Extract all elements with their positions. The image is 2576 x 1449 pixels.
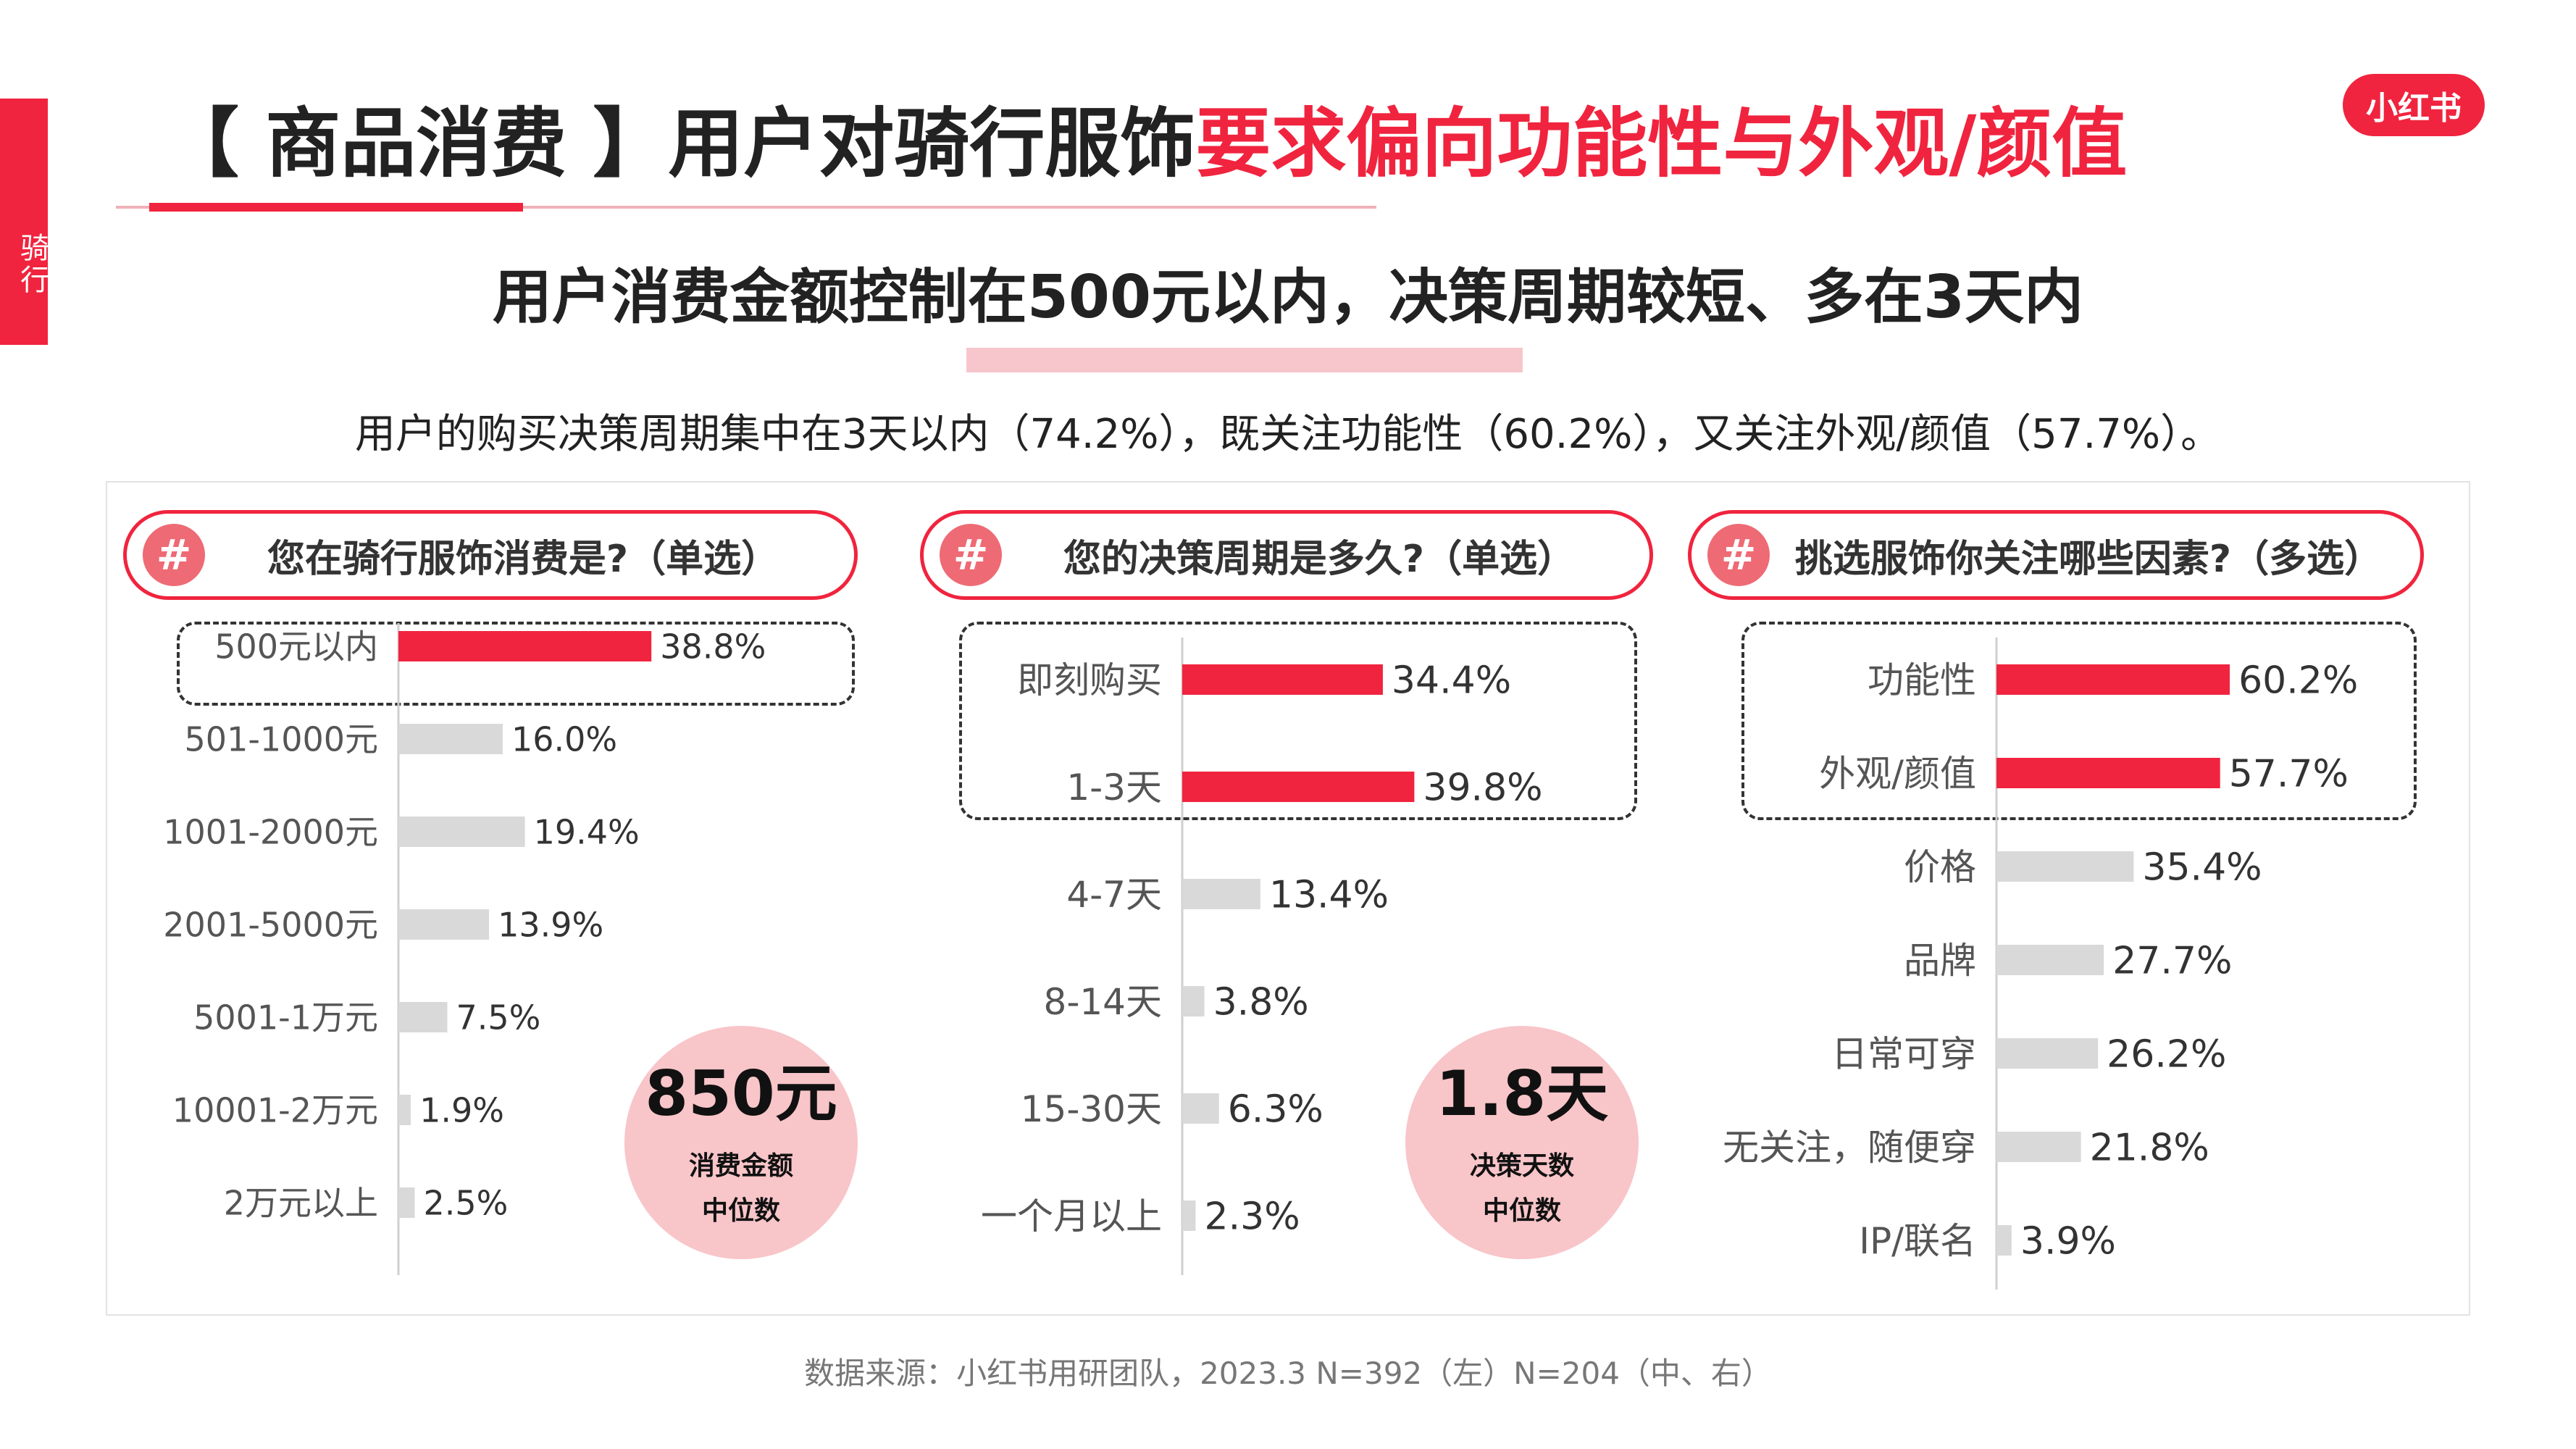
page-title-main: 【 商品消费 】用户对骑行服饰: [164, 99, 1196, 188]
value-label-factors-5: 21.8%: [2090, 1127, 2209, 1170]
value-label-decision-5: 2.3%: [1205, 1195, 1300, 1239]
category-label-spend-5: 10001-2万元: [172, 1091, 378, 1130]
median-value: 850元: [645, 1058, 837, 1130]
value-label-spend-6: 2.5%: [424, 1184, 509, 1223]
value-label-spend-2: 19.4%: [534, 813, 640, 852]
bar-spend-0: [398, 631, 652, 661]
title-underline: [116, 206, 1376, 209]
value-label-decision-3: 3.8%: [1213, 981, 1309, 1024]
bar-decision-3: [1182, 986, 1205, 1016]
bar-factors-6: [1996, 1225, 2012, 1256]
highlight-frame-factors: [1741, 622, 2417, 820]
value-label-decision-1: 39.8%: [1423, 767, 1542, 810]
bar-spend-5: [398, 1095, 411, 1125]
bar-factors-3: [1996, 945, 2104, 975]
median-sublabel: 中位数: [701, 1196, 780, 1226]
median-value: 1.8天: [1435, 1058, 1609, 1130]
question-text: 挑选服饰你关注哪些因素?（多选）: [1794, 537, 2383, 581]
median-sublabel: 中位数: [1482, 1196, 1561, 1226]
value-label-factors-1: 57.7%: [2229, 753, 2349, 796]
category-label-factors-5: 无关注，随便穿: [1723, 1127, 1976, 1169]
bar-factors-5: [1996, 1132, 2081, 1162]
category-label-decision-5: 一个月以上: [981, 1195, 1162, 1237]
category-label-spend-0: 500元以内: [214, 627, 378, 667]
category-label-factors-4: 日常可穿: [1831, 1033, 1976, 1075]
bar-decision-1: [1182, 772, 1415, 802]
category-label-spend-1: 501-1000元: [185, 720, 378, 759]
bar-factors-2: [1996, 851, 2134, 882]
value-label-factors-4: 26.2%: [2107, 1033, 2226, 1077]
category-label-spend-4: 5001-1万元: [193, 998, 378, 1037]
side-category-tab: 骑行: [0, 99, 49, 345]
title-underline-accent: [149, 203, 523, 212]
value-label-factors-6: 3.9%: [2020, 1220, 2116, 1264]
value-label-spend-1: 16.0%: [511, 720, 617, 759]
hash-icon: #: [1707, 524, 1770, 586]
category-label-factors-6: IP/联名: [1859, 1220, 1976, 1262]
value-label-spend-5: 1.9%: [419, 1091, 504, 1130]
bar-spend-2: [398, 817, 525, 847]
page-title: 【 商品消费 】用户对骑行服饰要求偏向功能性与外观/颜值: [164, 85, 2127, 201]
summary-text: 用户的购买决策周期集中在3天以内（74.2%），既关注功能性（60.2%），又关…: [354, 411, 2222, 458]
question-box-factors: # 挑选服饰你关注哪些因素?（多选）: [1688, 510, 2424, 600]
hash-icon: #: [940, 524, 1002, 586]
bar-decision-5: [1182, 1200, 1196, 1231]
value-label-decision-2: 13.4%: [1269, 874, 1389, 917]
median-label: 消费金额: [688, 1151, 793, 1181]
highlight-frame-spend: [177, 622, 855, 706]
value-label-spend-0: 38.8%: [660, 627, 766, 667]
subtitle: 用户消费金额控制在500元以内，决策周期较短、多在3天内: [492, 263, 2084, 332]
subtitle-highlight-bar: [966, 348, 1523, 372]
question-box-decision: # 您的决策周期是多久?（单选）: [920, 510, 1653, 600]
category-label-factors-2: 价格: [1904, 846, 1976, 888]
value-label-decision-4: 6.3%: [1228, 1088, 1323, 1132]
category-label-decision-4: 15-30天: [1021, 1088, 1162, 1130]
bar-spend-1: [398, 724, 503, 754]
question-text: 您在骑行服饰消费是?（单选）: [267, 537, 779, 581]
value-label-factors-2: 35.4%: [2142, 846, 2262, 890]
value-label-factors-0: 60.2%: [2238, 659, 2358, 703]
data-source-note: 数据来源：小红书用研团队，2023.3 N=392（左）N=204（中、右）: [804, 1356, 1772, 1391]
category-label-spend-2: 1001-2000元: [163, 813, 378, 852]
median-bubble-spend: 850元 消费金额 中位数: [624, 1026, 858, 1259]
bar-factors-0: [1996, 664, 2230, 695]
category-label-decision-1: 1-3天: [1066, 767, 1162, 809]
category-label-spend-6: 2万元以上: [224, 1184, 378, 1223]
bar-decision-0: [1182, 664, 1383, 695]
bar-decision-2: [1182, 879, 1260, 909]
highlight-frame-decision: [959, 622, 1637, 820]
bar-spend-6: [398, 1187, 415, 1218]
bar-spend-4: [398, 1002, 448, 1032]
category-label-decision-0: 即刻购买: [1017, 659, 1162, 701]
question-text: 您的决策周期是多久?（单选）: [1063, 537, 1576, 581]
bar-decision-4: [1182, 1093, 1219, 1124]
hash-icon: #: [143, 524, 205, 586]
page-title-highlight: 要求偏向功能性与外观/颜值: [1195, 99, 2128, 188]
median-bubble-decision: 1.8天 决策天数 中位数: [1405, 1026, 1639, 1259]
category-label-factors-1: 外观/颜值: [1819, 753, 1976, 795]
category-label-factors-0: 功能性: [1868, 659, 1976, 701]
category-label-decision-3: 8-14天: [1044, 981, 1162, 1023]
value-label-spend-3: 13.9%: [498, 906, 603, 945]
value-label-factors-3: 27.7%: [2112, 940, 2232, 983]
question-box-spend: # 您在骑行服饰消费是?（单选）: [123, 510, 858, 600]
category-label-factors-3: 品牌: [1904, 940, 1976, 982]
bar-spend-3: [398, 909, 490, 940]
category-label-decision-2: 4-7天: [1066, 874, 1162, 916]
brand-logo: 小红书: [2343, 74, 2485, 136]
category-label-spend-3: 2001-5000元: [163, 906, 378, 945]
bar-factors-4: [1996, 1038, 2099, 1069]
charts-panel: [106, 481, 2470, 1316]
value-label-spend-4: 7.5%: [456, 998, 541, 1037]
median-label: 决策天数: [1469, 1151, 1574, 1181]
bar-factors-1: [1996, 758, 2220, 788]
value-label-decision-0: 34.4%: [1392, 659, 1511, 703]
